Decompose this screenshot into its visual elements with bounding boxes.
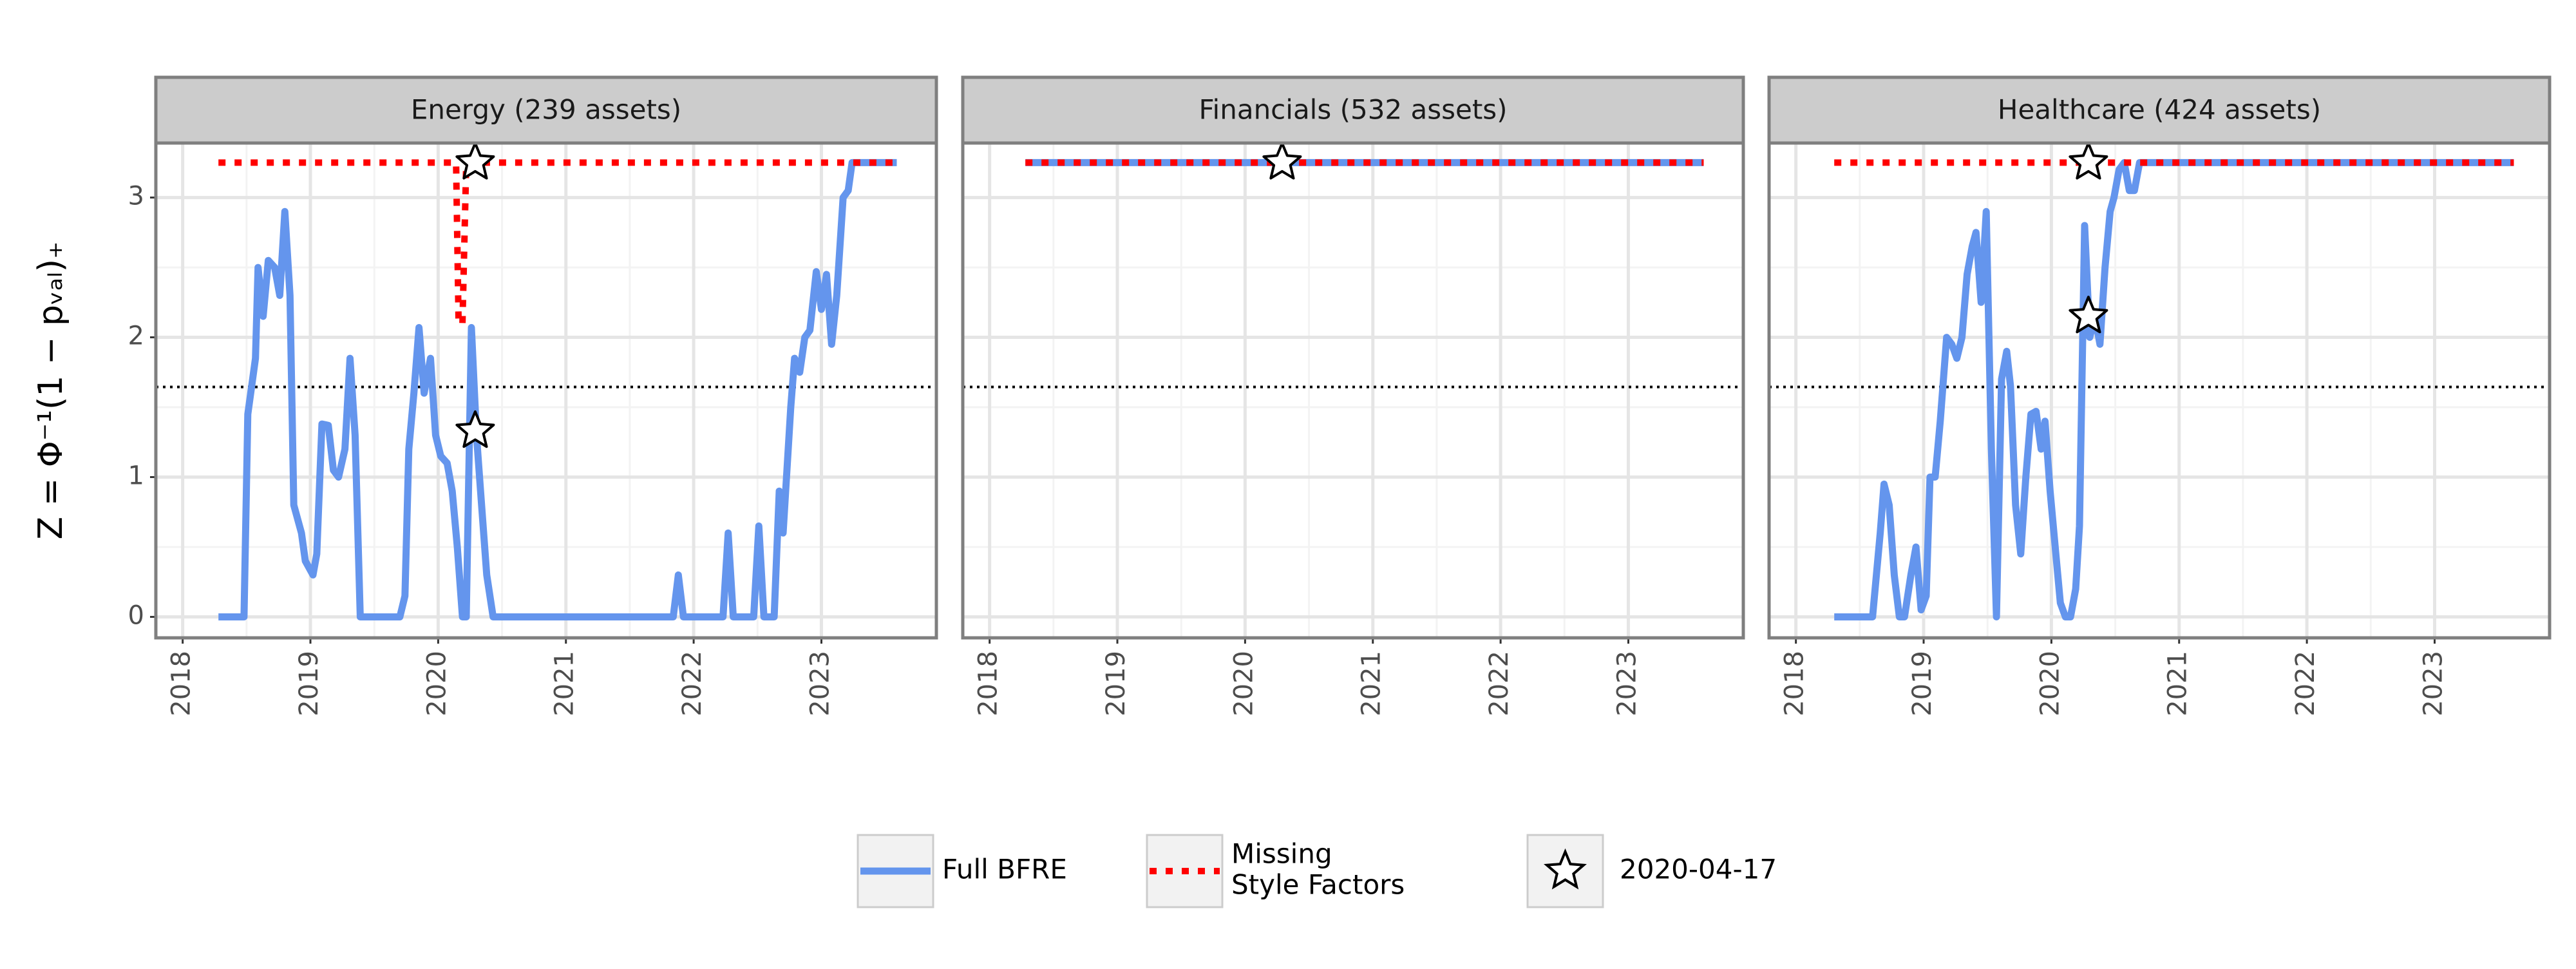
x-tick-label: 2021	[2163, 651, 2193, 716]
legend-star	[1544, 848, 1587, 890]
x-tick-label: 2019	[1101, 651, 1131, 716]
x-tick-label: 2022	[2291, 651, 2320, 716]
legend-label: Full BFRE	[942, 854, 1067, 885]
legend-key	[1146, 834, 1224, 908]
panel-title: Energy (239 assets)	[411, 94, 681, 126]
x-tick-label: 2018	[167, 651, 196, 716]
strip	[961, 75, 1745, 145]
x-tick-label: 2019	[1908, 651, 1937, 716]
x-tick-label: 2021	[1357, 651, 1387, 716]
x-tick-label: 2018	[974, 651, 1003, 716]
star-marker	[455, 410, 495, 448]
x-tick-label: 2021	[550, 651, 580, 716]
panel-background	[963, 143, 1743, 638]
full-line	[218, 158, 897, 620]
x-tick-label: 2020	[2035, 651, 2065, 716]
legend-label: Missing	[1231, 838, 1332, 870]
x-tick-label: 2023	[1612, 651, 1642, 716]
star-marker	[2069, 142, 2108, 180]
x-tick-label: 2023	[805, 651, 835, 716]
x-tick-label: 2018	[1780, 651, 1810, 716]
x-tick-label: 2023	[2418, 651, 2448, 716]
panel-title: Healthcare (424 assets)	[1998, 94, 2321, 126]
star-marker	[1262, 142, 1302, 180]
x-tick-label: 2022	[677, 651, 707, 716]
x-tick-label: 2020	[1229, 651, 1258, 716]
y-tick-label: 3	[128, 182, 144, 211]
y-axis-label: Z = Φ⁻¹(1 − pᵥₐₗ)₊	[32, 242, 70, 540]
star-marker	[2069, 296, 2108, 334]
x-tick-label: 2019	[294, 651, 324, 716]
panel-title: Financials (532 assets)	[1198, 94, 1507, 126]
legend-label: 2020-04-17	[1620, 854, 1777, 885]
full-line	[1834, 158, 2514, 620]
y-tick-label: 2	[128, 321, 144, 351]
y-tick-label: 1	[128, 461, 144, 491]
y-tick-label: 0	[128, 600, 144, 630]
strip	[1767, 75, 2552, 145]
missing-line	[218, 159, 897, 327]
star-marker	[455, 142, 495, 180]
x-tick-label: 2020	[422, 651, 451, 716]
strip	[154, 75, 938, 145]
panel-background	[156, 143, 936, 638]
x-tick-label: 2022	[1484, 651, 1514, 716]
panel-background	[1769, 143, 2550, 638]
legend-label: Style Factors	[1231, 869, 1405, 901]
